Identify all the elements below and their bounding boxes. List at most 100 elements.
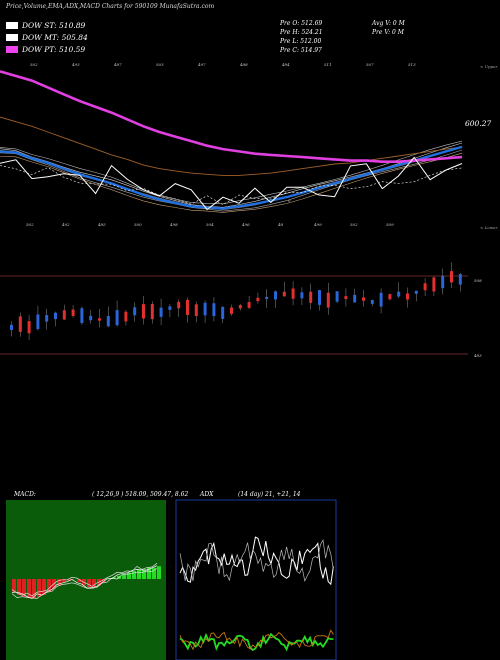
candle-body xyxy=(177,301,181,309)
macd-histogram-bar xyxy=(42,579,46,595)
top-price-label: 484 xyxy=(281,62,290,67)
macd-histogram-bar xyxy=(67,579,71,581)
candle-body xyxy=(432,277,436,292)
candle-body xyxy=(300,292,304,299)
macd-histogram-bar xyxy=(22,579,26,597)
candle-body xyxy=(441,275,445,289)
top-price-label: 503 xyxy=(156,62,164,67)
legend-swatch-pt xyxy=(6,46,18,53)
stat-avg-volume: Avg V: 0 M xyxy=(372,20,405,27)
candle-body xyxy=(256,297,260,302)
lower-band-tag: < Lower xyxy=(480,225,498,230)
stat-pre-high: Pre H: 524.21 xyxy=(280,29,323,36)
macd-histogram-bar xyxy=(32,579,36,599)
top-price-label: 513 xyxy=(408,62,416,67)
candle-body xyxy=(62,310,66,320)
adx-orange-line xyxy=(179,629,334,651)
candle-body xyxy=(265,296,269,299)
legend-dow-pt: DOW PT: 510.59 xyxy=(6,45,85,54)
candle-body xyxy=(414,290,418,294)
macd-histogram-bar xyxy=(147,567,151,579)
candle-body xyxy=(282,291,286,297)
legend-swatch-st xyxy=(6,22,18,29)
macd-histogram-bar xyxy=(17,579,21,595)
candle-body xyxy=(150,303,154,320)
ema-ribbon-line-0 xyxy=(0,152,463,213)
candle-body xyxy=(98,318,101,321)
macd-histogram-bar xyxy=(137,569,141,579)
candle-body xyxy=(45,315,49,322)
macd-histogram-bar xyxy=(37,579,41,597)
candle-body xyxy=(27,321,31,334)
macd-histogram-bar xyxy=(62,579,66,583)
candle-body xyxy=(89,315,93,321)
bottom-price-label: 502 xyxy=(26,222,34,227)
candle-body xyxy=(133,307,137,316)
candle-body xyxy=(212,303,216,317)
bottom-price-label: 509 xyxy=(386,222,394,227)
ema-blue-line xyxy=(0,145,463,210)
candle-body xyxy=(115,310,119,326)
candle-body xyxy=(458,274,462,285)
candle-body xyxy=(423,283,427,291)
candle-body xyxy=(106,316,110,327)
candle-body xyxy=(370,300,374,304)
stat-pre-open: Pre O: 512.69 xyxy=(280,20,323,27)
legend-swatch-mt xyxy=(6,34,18,41)
candle-body xyxy=(221,306,225,319)
macd-histogram-bar xyxy=(142,569,146,579)
zero-label: 0 xyxy=(288,198,291,203)
bottom-price-label: 498 xyxy=(169,222,178,227)
macd-signal-line-2 xyxy=(11,563,158,597)
ema-ribbon-line-1 xyxy=(0,149,463,212)
bottom-price-label: 48 xyxy=(277,222,284,227)
macd-histogram-bar xyxy=(77,579,81,583)
bottom-price-label: 485 xyxy=(97,222,106,227)
legend-dow-mt: DOW MT: 505.84 xyxy=(6,33,88,42)
macd-histogram-bar xyxy=(57,579,61,586)
candle-body xyxy=(186,299,189,316)
macd-histogram-bar xyxy=(47,579,51,592)
candle-body xyxy=(274,291,277,300)
macd-label: MACD: xyxy=(14,491,36,498)
candle-body xyxy=(124,311,128,322)
adx-plus-line xyxy=(179,536,334,586)
candle-body xyxy=(194,304,198,317)
top-price-label: 493 xyxy=(71,62,80,67)
candle-body xyxy=(18,316,22,332)
candle-body xyxy=(168,306,172,310)
legend-dow-st: DOW ST: 510.89 xyxy=(6,21,85,30)
candle-body xyxy=(406,293,409,300)
top-price-label: 507 xyxy=(366,62,374,67)
ema-magenta-line xyxy=(0,70,463,163)
bottom-price-label: 499 xyxy=(313,222,322,227)
top-price-label: 511 xyxy=(324,62,332,67)
bottom-price-label: 502 xyxy=(350,222,358,227)
price-label: 600.27 xyxy=(465,119,491,128)
macd-histogram-bar xyxy=(27,579,31,599)
price-line xyxy=(0,156,463,211)
top-price-label: 497 xyxy=(197,62,206,67)
macd-histogram-bar xyxy=(102,579,106,583)
top-price-label: 488 xyxy=(239,62,248,67)
candle-body xyxy=(318,290,321,305)
candle-body xyxy=(71,309,75,316)
adx-panel xyxy=(175,499,337,660)
candle-body xyxy=(379,292,383,307)
candle-body xyxy=(388,294,392,300)
candle-body xyxy=(397,291,401,297)
bottom-price-label: 496 xyxy=(241,222,250,227)
candle-body xyxy=(291,288,295,299)
candle-body xyxy=(230,307,233,314)
stat-pre-volume: Pre V: 0 M xyxy=(372,29,404,36)
adx-label: ADX xyxy=(200,491,214,498)
candle-body xyxy=(362,297,365,301)
top-price-label: 487 xyxy=(113,62,122,67)
candle-body xyxy=(238,305,242,309)
macd-values: ( 12,26,9 ) 518.09, 509.47, 8.62 xyxy=(92,491,189,498)
adx-values: (14 day) 21, +21, 14 xyxy=(238,491,301,498)
macd-histogram-bar xyxy=(152,567,156,579)
ema-long-line xyxy=(0,116,463,176)
candle-body xyxy=(450,271,453,283)
